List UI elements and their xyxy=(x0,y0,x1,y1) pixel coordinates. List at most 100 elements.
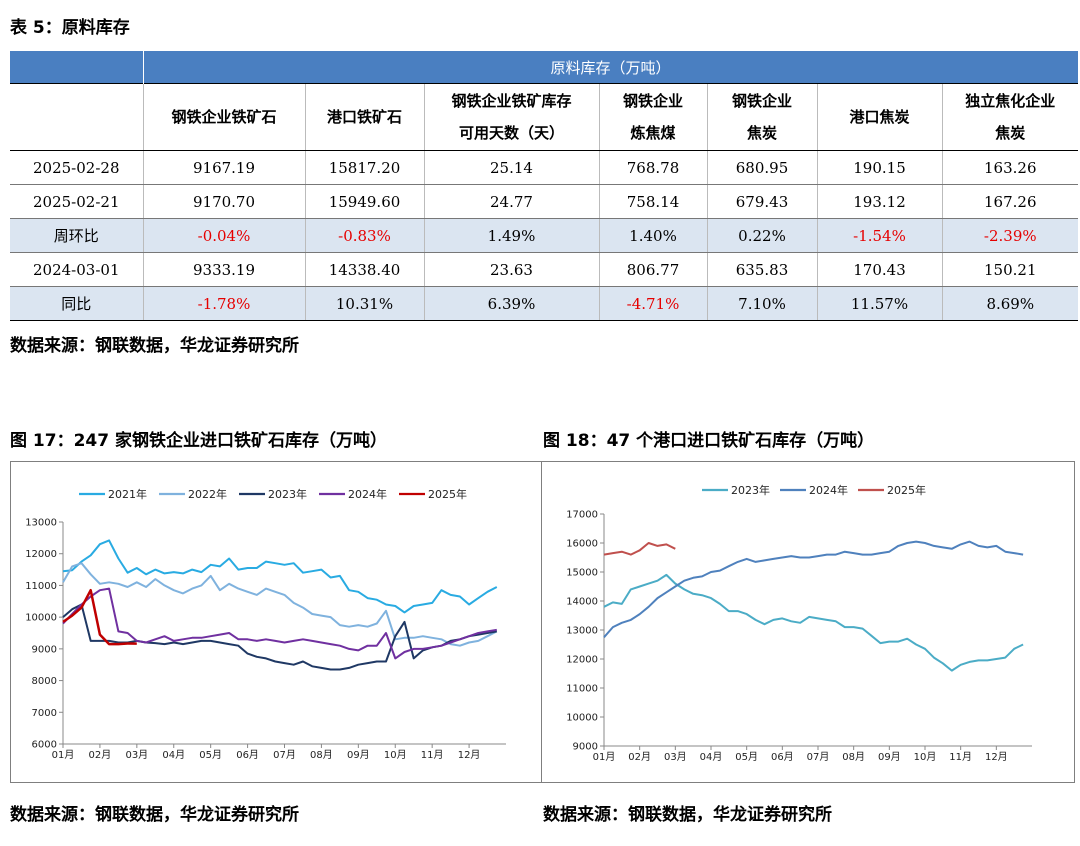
series-line-2024年 xyxy=(603,540,1024,638)
legend-label: 2024年 xyxy=(809,483,848,497)
column-header-line: 炼焦煤 xyxy=(630,124,676,142)
table-body: 2025-02-28 9167.19 15817.20 25.14 768.78 680.… xyxy=(10,150,1079,321)
table-caption: 表 5：原料库存 xyxy=(10,18,130,38)
row-label: 同比 xyxy=(10,286,143,321)
column-header: 独立焦化企业 焦炭 xyxy=(941,83,1079,151)
table-cell: 24.77 xyxy=(423,184,599,219)
x-tick-label: 02月 xyxy=(628,751,651,763)
legend-label: 2023年 xyxy=(268,487,307,501)
table-cell: 10.31% xyxy=(304,286,424,321)
table-cell: 170.43 xyxy=(816,252,942,287)
column-header-line: 钢铁企业 xyxy=(731,92,792,110)
table-row: 同比 -1.78% 10.31% 6.39% -4.71% 7.10% 11.57% 8.69… xyxy=(10,286,1079,321)
table-cell: 163.26 xyxy=(941,150,1079,185)
series-line-2023年 xyxy=(603,573,1024,672)
column-header-line: 钢铁企业铁矿石 xyxy=(171,108,277,126)
row-label: 周环比 xyxy=(10,218,143,253)
figure17-caption: 图 17：247 家钢铁企业进口铁矿石库存（万吨） xyxy=(10,431,387,451)
column-header: 钢铁企业铁矿库存 可用天数（天） xyxy=(423,83,599,151)
series-line-2025年 xyxy=(603,542,676,556)
x-tick-label: 11月 xyxy=(949,751,972,763)
table-cell: 11.57% xyxy=(816,286,942,321)
series-line-2022年 xyxy=(62,562,498,647)
table-cell: -4.71% xyxy=(598,286,707,321)
column-header: 钢铁企业 焦炭 xyxy=(706,83,817,151)
series-line-2024年 xyxy=(62,587,497,660)
legend-label: 2022年 xyxy=(188,487,227,501)
table-cell: 758.14 xyxy=(598,184,707,219)
y-tick-label: 13000 xyxy=(25,518,57,529)
x-tick-label: 05月 xyxy=(735,751,758,763)
row-label: 2025-02-21 xyxy=(10,184,143,219)
figure17-chart: 6000 7000 8000 9000 10000 11000 12000 13000 01月 0… xyxy=(10,461,542,783)
column-header: 港口铁矿石 xyxy=(304,83,424,151)
y-tick-label: 15000 xyxy=(566,568,598,579)
legend-label: 2021年 xyxy=(108,487,147,501)
x-tick-label: 10月 xyxy=(914,751,937,763)
table-cell: 1.40% xyxy=(598,218,707,253)
x-tick-label: 08月 xyxy=(310,749,333,761)
column-header: 钢铁企业 炼焦煤 xyxy=(598,83,707,151)
table-cell: 680.95 xyxy=(706,150,817,185)
table-cell: 25.14 xyxy=(423,150,599,185)
table-cell: 167.26 xyxy=(941,184,1079,219)
table-cell: 23.63 xyxy=(423,252,599,287)
y-tick-label: 7000 xyxy=(32,708,57,719)
y-tick-label: 17000 xyxy=(566,510,598,521)
series-line-2021年 xyxy=(62,539,498,614)
group-header: 原料库存（万吨） xyxy=(142,51,1079,84)
figure18-caption: 图 18：47 个港口进口铁矿石库存（万吨） xyxy=(543,431,875,451)
y-tick-label: 14000 xyxy=(566,597,598,608)
x-tick-label: 10月 xyxy=(384,749,407,761)
x-tick-label: 01月 xyxy=(593,751,616,763)
row-label: 2025-02-28 xyxy=(10,150,143,185)
y-tick-label: 10000 xyxy=(566,713,598,724)
column-header: 港口焦炭 xyxy=(816,83,942,151)
y-tick-label: 13000 xyxy=(566,626,598,637)
x-tick-label: 04月 xyxy=(162,749,185,761)
y-tick-label: 12000 xyxy=(566,655,598,666)
x-tick-label: 12月 xyxy=(985,751,1008,763)
column-header-line: 焦炭 xyxy=(995,124,1026,142)
table-row: 2025-02-28 9167.19 15817.20 25.14 768.78 680.… xyxy=(10,150,1079,185)
table-cell: 7.10% xyxy=(706,286,817,321)
figure18-svg: 9000 10000 11000 12000 13000 14000 15000 16000 1… xyxy=(566,483,1032,763)
x-tick-label: 03月 xyxy=(664,751,687,763)
column-header-line: 独立焦化企业 xyxy=(965,92,1056,110)
table-cell: 9170.70 xyxy=(142,184,305,219)
y-tick-label: 12000 xyxy=(25,549,57,560)
table-source: 数据来源：钢联数据，华龙证券研究所 xyxy=(10,336,299,356)
figure18-chart: 9000 10000 11000 12000 13000 14000 15000 16000 1… xyxy=(541,461,1075,783)
y-tick-label: 10000 xyxy=(25,613,57,624)
table-cell: 9167.19 xyxy=(142,150,305,185)
figure18-source: 数据来源：钢联数据，华龙证券研究所 xyxy=(543,805,832,825)
table-row: 2024-03-01 9333.19 14338.40 23.63 806.77 635.… xyxy=(10,252,1079,287)
table-cell: 679.43 xyxy=(706,184,817,219)
table-cell: 6.39% xyxy=(423,286,599,321)
table-cell: -1.54% xyxy=(816,218,942,253)
table-cell: 14338.40 xyxy=(304,252,424,287)
y-tick-label: 11000 xyxy=(25,581,57,592)
legend-label: 2024年 xyxy=(348,487,387,501)
table-cell: 768.78 xyxy=(598,150,707,185)
x-tick-label: 02月 xyxy=(89,749,112,761)
table-cell: 15817.20 xyxy=(304,150,424,185)
x-tick-label: 07月 xyxy=(273,749,296,761)
table-cell: -2.39% xyxy=(941,218,1079,253)
x-tick-label: 07月 xyxy=(807,751,830,763)
table-cell: 8.69% xyxy=(941,286,1079,321)
x-tick-label: 11月 xyxy=(421,749,444,761)
legend-label: 2025年 xyxy=(428,487,467,501)
table-row: 周环比 -0.04% -0.83% 1.49% 1.40% 0.22% -1.54% -2.3… xyxy=(10,218,1079,253)
x-tick-label: 03月 xyxy=(125,749,148,761)
table-cell: 806.77 xyxy=(598,252,707,287)
x-tick-label: 09月 xyxy=(878,751,901,763)
table-cell: -1.78% xyxy=(142,286,305,321)
y-tick-label: 16000 xyxy=(566,539,598,550)
column-header-line: 钢铁企业 xyxy=(622,92,683,110)
x-tick-label: 06月 xyxy=(771,751,794,763)
row-label: 2024-03-01 xyxy=(10,252,143,287)
table-cell: 193.12 xyxy=(816,184,942,219)
table-cell: 15949.60 xyxy=(304,184,424,219)
table-cell: 0.22% xyxy=(706,218,817,253)
